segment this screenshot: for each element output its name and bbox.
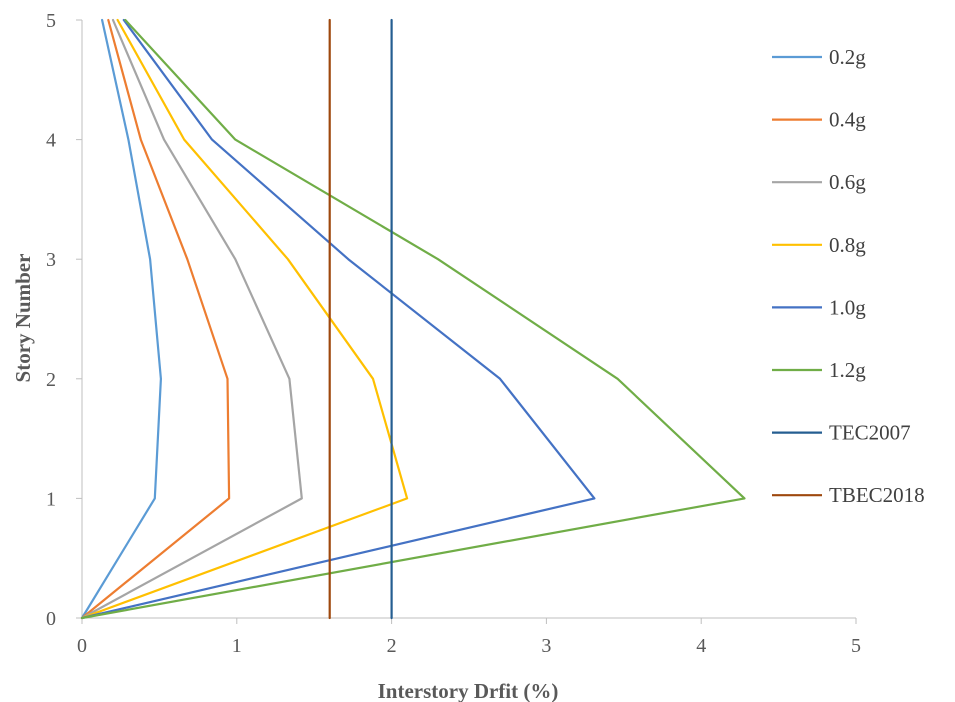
legend-label-0-6g: 0.6g bbox=[829, 170, 866, 194]
axes: 0 1 2 3 4 5 0 1 2 3 4 5 bbox=[46, 10, 861, 657]
series-line-1-0g bbox=[80, 18, 596, 620]
legend-label-0-2g: 0.2g bbox=[829, 45, 866, 69]
y-axis-title: Story Number bbox=[11, 254, 35, 383]
legend-label-0-8g: 0.8g bbox=[829, 233, 866, 257]
legend-label-0-4g: 0.4g bbox=[829, 108, 866, 132]
series-line-0-4g bbox=[80, 18, 231, 620]
legend-label-tec2007: TEC2007 bbox=[829, 421, 911, 445]
x-tick-label: 5 bbox=[851, 635, 861, 657]
y-tick-label: 2 bbox=[46, 369, 56, 391]
y-tick-label: 1 bbox=[46, 488, 56, 510]
x-tick-label: 2 bbox=[387, 635, 397, 657]
x-axis-title: Interstory Drfit (%) bbox=[378, 679, 559, 702]
legend-label-1-2g: 1.2g bbox=[829, 358, 866, 382]
x-tick-label: 4 bbox=[696, 635, 706, 657]
y-tick-label: 5 bbox=[46, 10, 56, 32]
x-tick-label: 1 bbox=[232, 635, 242, 657]
y-tick-label: 0 bbox=[46, 608, 56, 630]
y-tick-label: 3 bbox=[46, 249, 56, 271]
legend: 0.2g 0.4g 0.6g 0.8g 1.0g 1.2g TEC2007 TBEC2018 bbox=[772, 45, 925, 507]
legend-label-1-0g: 1.0g bbox=[829, 295, 866, 319]
series-line-0-2g bbox=[80, 18, 162, 620]
x-tick-label: 3 bbox=[541, 635, 551, 657]
legend-label-tbec2018: TBEC2018 bbox=[829, 483, 925, 507]
series-layer bbox=[80, 18, 746, 620]
y-tick-label: 4 bbox=[46, 130, 56, 152]
series-line-1-2g bbox=[80, 18, 746, 620]
series-line-0-6g bbox=[80, 18, 303, 620]
x-tick-label: 0 bbox=[77, 635, 87, 657]
